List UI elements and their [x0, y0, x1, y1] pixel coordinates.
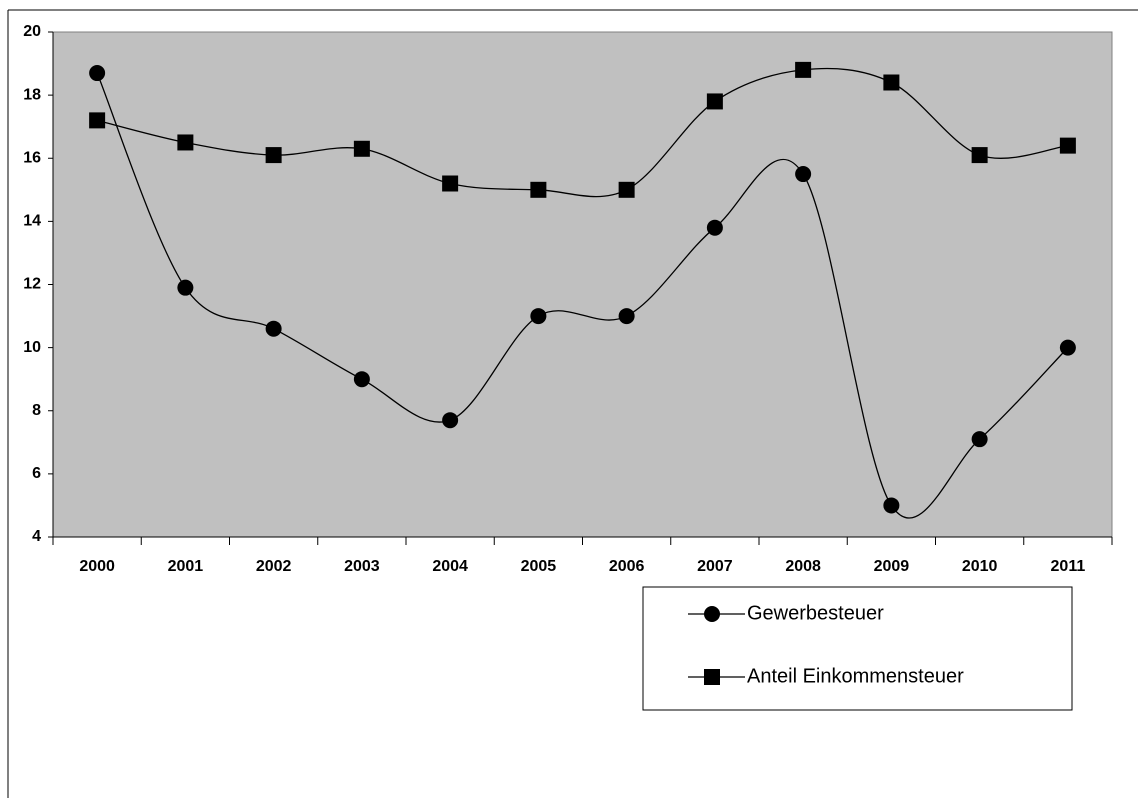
data-point: [177, 134, 194, 151]
data-point: [1059, 137, 1076, 154]
data-point: [353, 140, 370, 157]
y-tick-label: 20: [23, 23, 41, 40]
data-point: [706, 93, 723, 110]
legend-label: Anteil Einkommensteuer: [747, 665, 964, 687]
x-tick-label: 2010: [962, 558, 998, 575]
data-point: [795, 61, 812, 78]
data-point: [706, 219, 723, 236]
x-tick-label: 2002: [256, 558, 292, 575]
data-point: [530, 308, 547, 325]
x-tick-label: 2001: [168, 558, 204, 575]
data-point: [442, 175, 459, 192]
data-point: [618, 181, 635, 198]
legend-label: Gewerbesteuer: [747, 602, 884, 624]
data-point: [883, 497, 900, 514]
x-tick-label: 2007: [697, 558, 733, 575]
y-tick-label: 16: [23, 149, 41, 166]
x-tick-label: 2008: [785, 558, 821, 575]
x-tick-label: 2009: [874, 558, 910, 575]
x-tick-label: 2005: [521, 558, 557, 575]
y-tick-label: 12: [23, 276, 41, 293]
y-tick-label: 18: [23, 86, 41, 103]
data-point: [971, 431, 988, 448]
y-tick-label: 10: [23, 339, 41, 356]
x-tick-label: 2000: [79, 558, 115, 575]
data-point: [442, 412, 459, 429]
data-point: [530, 181, 547, 198]
data-point: [883, 74, 900, 91]
legend-marker: [704, 669, 720, 685]
data-point: [353, 371, 370, 388]
x-tick-label: 2004: [432, 558, 468, 575]
y-tick-label: 14: [23, 213, 41, 230]
data-point: [265, 147, 282, 164]
data-point: [177, 279, 194, 296]
data-point: [89, 65, 106, 82]
data-point: [618, 308, 635, 325]
x-tick-label: 2006: [609, 558, 645, 575]
x-tick-label: 2011: [1051, 558, 1086, 575]
data-point: [89, 112, 106, 129]
data-point: [795, 166, 812, 183]
data-point: [1059, 339, 1076, 356]
data-point: [971, 147, 988, 164]
data-point: [265, 320, 282, 337]
x-tick-label: 2003: [344, 558, 380, 575]
series-line: [96, 72, 1069, 519]
legend-marker: [704, 606, 720, 622]
y-tick-label: 4: [32, 528, 41, 545]
y-tick-label: 8: [32, 402, 41, 419]
y-tick-label: 6: [32, 465, 41, 482]
plot-area: [52, 31, 1113, 538]
